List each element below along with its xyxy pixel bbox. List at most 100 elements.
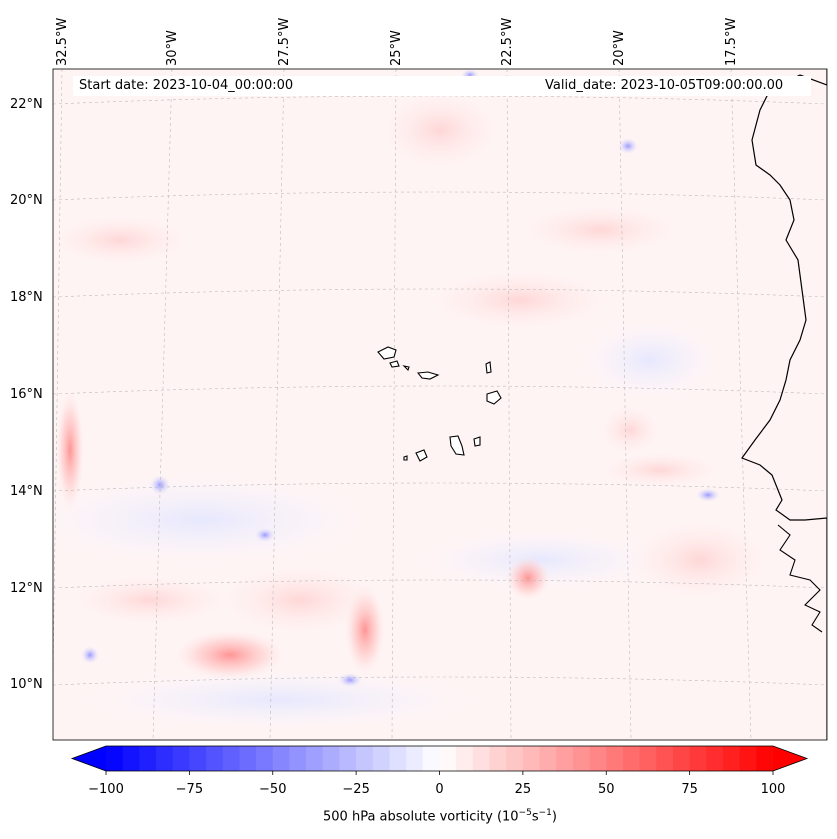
colorbar-segment xyxy=(472,746,491,771)
colorbar-tick-label: 25 xyxy=(514,782,532,797)
vorticity-negative-spot xyxy=(618,138,638,154)
colorbar-segment xyxy=(172,746,190,771)
vorticity-positive-area xyxy=(520,205,680,255)
colorbar-segment xyxy=(572,746,591,771)
colorbar-segment xyxy=(239,746,257,771)
colorbar xyxy=(70,745,809,775)
vorticity-negative-spot xyxy=(255,528,275,542)
colorbar-segment xyxy=(739,746,757,771)
island-maio xyxy=(473,436,481,447)
vorticity-positive-area xyxy=(630,520,770,600)
colorbar-segment xyxy=(622,746,641,771)
lat-label: 16°N xyxy=(10,387,43,402)
colorbar-segment xyxy=(422,746,440,771)
vorticity-negative-area xyxy=(580,320,720,400)
colorbar-segment xyxy=(406,746,424,771)
island-sao-vicente xyxy=(389,360,400,368)
lon-label: 20°W xyxy=(612,30,627,66)
colorbar-segment xyxy=(322,746,340,771)
vorticity-positive-area xyxy=(175,630,285,680)
colorbar-tick-label: 50 xyxy=(597,782,615,797)
valid-date-label: Valid_date: 2023-10-05T09:00:00.00 xyxy=(540,76,811,96)
colorbar-segment xyxy=(222,746,240,771)
africa-coastline xyxy=(741,69,827,740)
vorticity-positive-area xyxy=(600,405,660,455)
colorbar-segment xyxy=(139,746,157,771)
island-sal xyxy=(485,361,492,374)
colorbar-segment xyxy=(206,746,224,771)
vorticity-positive-area xyxy=(220,565,380,635)
colorbar-tick-label: −50 xyxy=(259,782,287,797)
island-santiago xyxy=(449,435,465,456)
lon-label: 32.5°W xyxy=(55,17,70,66)
colorbar-segment xyxy=(189,746,207,771)
vorticity-positive-area xyxy=(600,452,720,488)
vorticity-positive-area xyxy=(53,215,190,265)
colorbar-tick-label: −100 xyxy=(88,782,124,797)
island-brava xyxy=(403,455,408,461)
colorbar-segment xyxy=(689,746,707,771)
colorbar-segment xyxy=(356,746,374,771)
vorticity-negative-spot xyxy=(81,646,99,664)
colorbar-segment xyxy=(106,746,124,771)
colorbar-segment xyxy=(506,746,524,771)
colorbar-segment xyxy=(589,746,607,771)
colorbar-segment xyxy=(456,746,474,771)
lon-label: 27.5°W xyxy=(277,17,292,66)
colorbar-extend-low xyxy=(72,746,106,771)
island-santa-luzia xyxy=(402,365,410,372)
vorticity-positive-area xyxy=(70,575,230,625)
meridian-gridlines xyxy=(53,69,752,740)
colorbar-segment xyxy=(606,746,624,771)
africa-coastline-south xyxy=(777,524,823,633)
start-date-label: Start date: 2023-10-04_00:00:00 xyxy=(73,76,549,96)
colorbar-segment xyxy=(439,746,457,771)
vorticity-negative-area xyxy=(80,670,480,730)
cape-verde-islands xyxy=(377,346,502,462)
colorbar-segment xyxy=(389,746,407,771)
parallel-gridlines xyxy=(53,95,827,686)
colorbar-segment xyxy=(306,746,324,771)
colorbar-segment xyxy=(672,746,691,771)
lon-label: 30°W xyxy=(165,30,180,66)
vorticity-negative-area xyxy=(53,475,370,565)
colorbar-tick-label: 100 xyxy=(760,782,786,797)
lat-label: 20°N xyxy=(10,193,43,208)
colorbar-label: 500 hPa absolute vorticity (10−5s−1) xyxy=(323,808,557,825)
island-santo-antao xyxy=(377,346,397,360)
colorbar-segment xyxy=(339,746,357,771)
colorbar-segment xyxy=(706,746,724,771)
colorbar-segment xyxy=(756,746,774,771)
colorbar-segment xyxy=(556,746,574,771)
colorbar-extend-high xyxy=(773,746,807,771)
colorbar-tick-label: 75 xyxy=(681,782,698,797)
colorbar-segment xyxy=(372,746,390,771)
colorbar-segment xyxy=(156,746,174,771)
colorbar-tick-label: −75 xyxy=(175,782,204,797)
lon-label: 22.5°W xyxy=(500,17,515,66)
vorticity-positive-area xyxy=(56,390,84,510)
vorticity-negative-spot xyxy=(696,488,720,502)
lat-label: 10°N xyxy=(10,677,43,692)
lat-label: 18°N xyxy=(10,290,43,305)
lat-label: 14°N xyxy=(10,484,43,499)
island-fogo xyxy=(415,449,428,462)
colorbar-segment xyxy=(539,746,557,771)
vorticity-positive-area xyxy=(506,556,550,600)
colorbar-segment xyxy=(522,746,541,771)
colorbar-segment xyxy=(639,746,657,771)
colorbar-segment xyxy=(722,746,741,771)
lon-label: 25°W xyxy=(389,30,404,66)
colorbar-tick-label: −25 xyxy=(342,782,370,797)
lat-label: 22°N xyxy=(10,97,43,112)
colorbar-segment xyxy=(656,746,674,771)
map-frame xyxy=(52,68,828,741)
island-sao-nicolau xyxy=(416,371,440,380)
island-boa-vista xyxy=(486,390,502,405)
vorticity-positive-area xyxy=(380,90,500,170)
vorticity-positive-area xyxy=(430,270,610,330)
colorbar-segment xyxy=(256,746,274,771)
lon-label: 17.5°W xyxy=(724,17,739,66)
